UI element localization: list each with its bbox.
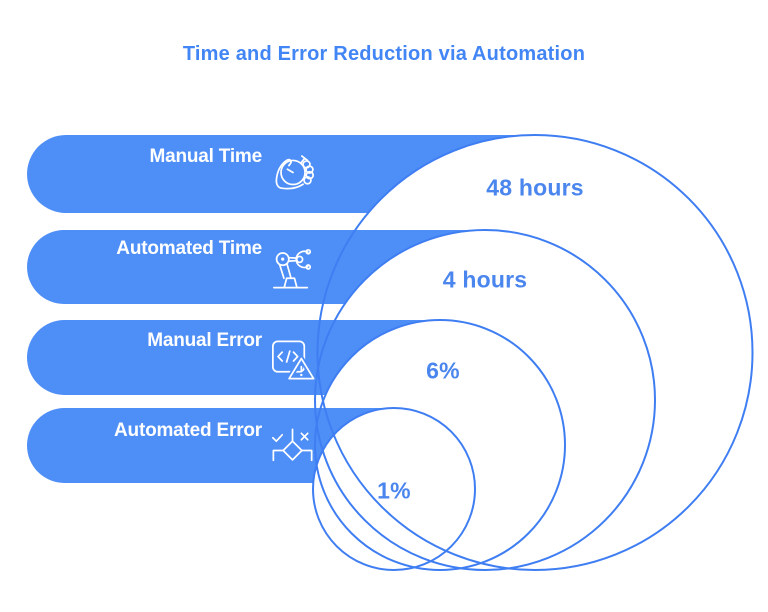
value-manual-error: 6% — [426, 357, 460, 384]
circle-automated-error — [312, 407, 476, 571]
circle-manual-error — [314, 319, 566, 571]
value-manual-time: 48 hours — [486, 174, 584, 201]
code-warning-icon — [266, 333, 320, 387]
pill-label-automated-error: Automated Error — [114, 420, 262, 441]
pill-label-automated-time: Automated Time — [116, 238, 262, 259]
pill-label-manual-error: Manual Error — [147, 330, 262, 351]
hand-stopwatch-icon — [268, 144, 322, 198]
chart-title: Time and Error Reduction via Automation — [182, 43, 586, 65]
value-automated-time: 4 hours — [442, 266, 528, 293]
decision-branches-icon — [266, 424, 320, 478]
pill-automated-error — [27, 408, 395, 483]
circle-automated-time — [314, 229, 656, 571]
value-automated-error: 1% — [377, 477, 411, 504]
pill-label-manual-time: Manual Time — [149, 146, 262, 167]
robot-arm-icon — [267, 240, 321, 294]
pill-manual-error — [27, 319, 441, 395]
pill-automated-time — [27, 229, 486, 304]
circle-manual-time — [316, 134, 754, 571]
